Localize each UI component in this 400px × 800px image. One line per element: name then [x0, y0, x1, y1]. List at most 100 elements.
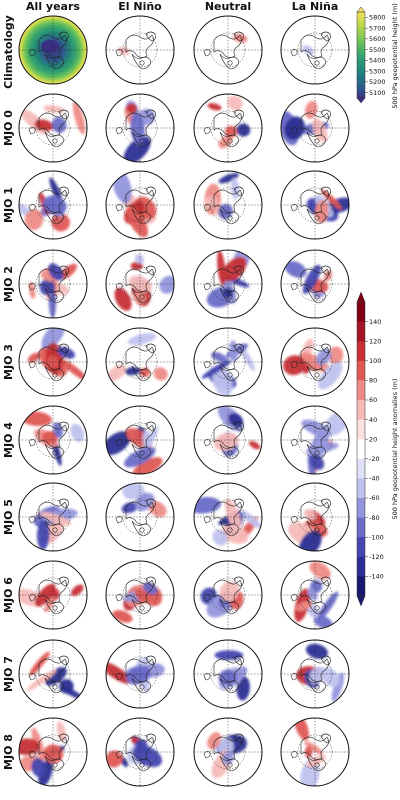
map-panel-border — [18, 405, 88, 475]
graticule — [19, 16, 87, 84]
lake-outline — [139, 372, 145, 378]
land-outline — [115, 360, 123, 369]
map-panel-border — [18, 93, 88, 163]
lake-outline — [314, 684, 320, 690]
land-outline — [233, 733, 244, 744]
graticule — [281, 640, 349, 708]
land-outline — [131, 365, 152, 382]
anomaly-tick-label: 140 — [369, 318, 381, 326]
lake-outline — [314, 60, 320, 66]
graticule — [19, 640, 87, 708]
land-outline — [306, 131, 327, 148]
map-panels-grid — [18, 15, 350, 787]
land-outline — [203, 48, 211, 57]
row-label-mjo-3: MJO 3 — [2, 344, 15, 380]
lake-outline — [52, 605, 58, 611]
coastline-outlines — [290, 733, 331, 772]
lake-outline — [314, 605, 320, 611]
map-panel-border — [18, 170, 88, 240]
map-panel — [280, 405, 350, 475]
map-panel-border — [193, 560, 263, 630]
map-panel — [18, 717, 88, 787]
graticule — [19, 406, 87, 474]
map-panel-border — [105, 249, 175, 319]
land-outline — [219, 53, 240, 70]
land-outline — [131, 53, 152, 70]
land-outline — [58, 576, 69, 587]
land-outline — [28, 672, 36, 681]
climatology-tick-label: 5700 — [369, 24, 386, 32]
map-panel-border — [280, 639, 350, 709]
lake-outline — [139, 138, 145, 144]
anomaly-blob — [106, 365, 126, 382]
anomaly-blob — [212, 529, 228, 546]
map-panel-border — [105, 482, 175, 552]
graticule — [281, 406, 349, 474]
anomaly-color-segment — [357, 341, 365, 362]
anomaly-tick-label: -120 — [369, 553, 384, 561]
lake-outline — [139, 527, 145, 533]
lake-outline — [314, 138, 320, 144]
anomaly-color-segment — [357, 458, 365, 479]
graticule — [106, 406, 174, 474]
lake-outline — [52, 527, 58, 533]
anomaly-blob — [60, 359, 87, 381]
land-outline — [44, 443, 65, 460]
map-panel-border — [280, 15, 350, 85]
map-panel — [280, 639, 350, 709]
map-panel-border — [280, 249, 350, 319]
land-outline — [28, 750, 36, 759]
graticule — [194, 406, 262, 474]
anomaly-blob — [40, 511, 72, 525]
graticule — [106, 171, 174, 239]
land-outline — [233, 498, 244, 509]
anomaly-blob — [39, 279, 55, 296]
lake-outline — [52, 60, 58, 66]
anomaly-blob — [26, 669, 57, 691]
land-outline — [203, 126, 211, 135]
anomaly-blob — [218, 737, 234, 756]
anomaly-blob — [126, 103, 138, 114]
map-panel-border — [280, 482, 350, 552]
anomaly-tick-label: -80 — [369, 514, 380, 522]
land-outline — [290, 126, 298, 135]
anomaly-blob — [218, 135, 233, 149]
land-outline — [290, 515, 298, 524]
map-panel — [105, 560, 175, 630]
land-outline — [44, 365, 65, 382]
map-panel-border — [193, 93, 263, 163]
lake-outline — [139, 450, 145, 456]
lake-outline — [227, 450, 233, 456]
land-outline — [290, 750, 298, 759]
column-header-el-nino: El Niño — [118, 0, 162, 13]
anomaly-blob — [211, 352, 228, 363]
anomaly-color-segment — [357, 380, 365, 401]
map-panel — [105, 639, 175, 709]
land-outline — [145, 109, 156, 120]
map-panel — [193, 170, 263, 240]
anomaly-blob — [227, 95, 243, 111]
map-panel-border — [18, 717, 88, 787]
anomaly-blob — [114, 287, 132, 311]
land-outline — [290, 48, 298, 57]
anomaly-blob — [122, 483, 145, 500]
graticule — [106, 250, 174, 318]
lake-outline — [52, 450, 58, 456]
map-panel — [280, 93, 350, 163]
anomaly-color-segment — [357, 537, 365, 558]
land-outline — [219, 208, 240, 225]
climatology-tick-label: 5500 — [369, 46, 386, 54]
map-panel-border — [105, 15, 175, 85]
lake-outline — [52, 294, 58, 300]
row-labels: Climatology MJO 0 MJO 1 MJO 2 MJO 3 MJO … — [2, 15, 15, 770]
land-outline — [44, 287, 65, 304]
land-outline — [320, 655, 331, 666]
map-panel-border — [193, 717, 263, 787]
map-panel — [105, 249, 175, 319]
anomaly-blob — [72, 100, 86, 135]
land-outline — [306, 755, 327, 772]
anomaly-blob — [320, 189, 342, 210]
anomaly-color-segment — [357, 400, 365, 420]
anomaly-tick-label: -40 — [369, 475, 380, 483]
